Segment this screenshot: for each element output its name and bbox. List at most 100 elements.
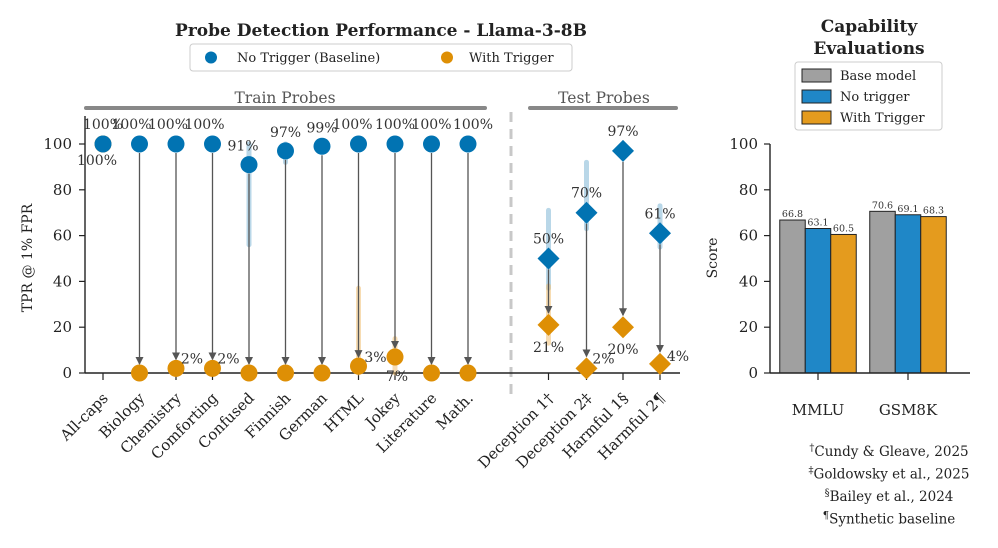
no-trigger-value-label: 97%	[270, 125, 301, 141]
with-trigger-point	[459, 364, 477, 382]
train-section-label: Train Probes	[234, 89, 335, 107]
with-trigger-point	[386, 348, 404, 366]
no-trigger-value-label: 100%	[148, 117, 188, 133]
legend-label-with-trigger-bar: With Trigger	[840, 111, 925, 126]
section-headers: Train Probes Test Probes	[84, 89, 678, 398]
no-trigger-point	[94, 135, 112, 153]
right-y-tick-label: 60	[739, 227, 758, 245]
with-trigger-point	[350, 357, 367, 375]
right-y-axis-label: Score	[705, 238, 721, 279]
with-trigger-point	[649, 352, 671, 375]
no-trigger-point	[459, 135, 477, 153]
legend-swatch-with-trigger	[801, 110, 832, 125]
with-trigger-point	[612, 316, 634, 339]
no-trigger-point	[240, 156, 258, 174]
right-bars: 66.8 63.1 60.5 70.6 69.1 68.3	[779, 200, 947, 374]
with-trigger-value-label: 7%	[386, 369, 408, 385]
footnote: ‡Goldowsky et al., 2025	[809, 466, 970, 483]
no-trigger-value-label: 100%	[411, 117, 451, 133]
right-y-tick-label: 100	[729, 135, 758, 153]
with-trigger-point	[423, 364, 440, 382]
right-y-tick-label: 40	[739, 272, 758, 290]
with-trigger-point	[313, 364, 331, 382]
capability-bar	[920, 216, 947, 374]
no-trigger-point	[612, 139, 634, 162]
right-chart-title-line-1: Capability	[821, 17, 919, 37]
capability-bar	[830, 233, 857, 374]
left-y-tick-label: 100	[43, 135, 72, 153]
right-y-tick-label: 20	[739, 318, 758, 336]
right-y-tick-label: 0	[748, 364, 758, 382]
left-y-tick-label: 40	[53, 272, 72, 290]
left-legend: No Trigger (Baseline) With Trigger	[189, 43, 573, 72]
no-trigger-value-label: 97%	[607, 124, 638, 140]
right-x-tick-label: MMLU	[792, 401, 845, 419]
legend-swatch-no-trigger	[801, 89, 832, 104]
left-x-tick-label: HTML	[320, 389, 367, 436]
with-trigger-point	[537, 313, 560, 336]
no-trigger-value-label: 100%	[375, 117, 415, 133]
no-trigger-point	[131, 135, 148, 153]
with-trigger-value-label: 100%	[77, 153, 117, 169]
no-trigger-point	[537, 247, 560, 270]
with-trigger-value-label: 21%	[533, 340, 564, 356]
with-trigger-point	[277, 364, 294, 382]
no-trigger-value-label: 61%	[644, 206, 675, 222]
bar-value-label: 69.1	[897, 204, 918, 215]
no-trigger-value-label: 100%	[111, 117, 151, 133]
no-trigger-point	[277, 142, 294, 160]
no-trigger-point	[423, 135, 440, 153]
with-trigger-point	[167, 359, 185, 377]
bar-value-label: 60.5	[833, 223, 854, 234]
no-trigger-value-label: 70%	[571, 186, 602, 202]
capability-bar	[894, 214, 922, 374]
legend-label-base-model: Base model	[840, 69, 916, 84]
no-trigger-point	[649, 222, 671, 245]
left-y-tick-label: 0	[62, 364, 72, 382]
right-legend: Base model No trigger With Trigger	[794, 61, 943, 131]
no-trigger-point	[313, 137, 331, 155]
no-trigger-point	[386, 135, 404, 153]
left-data-marks: 100%100%100%100%2%100%2%91%97% 99%100%3%1…	[77, 117, 689, 385]
bar-value-label: 63.1	[807, 218, 828, 229]
no-trigger-value-label: 100%	[453, 117, 493, 133]
with-trigger-value-label: 2%	[592, 351, 614, 367]
no-trigger-value-label: 50%	[533, 232, 564, 248]
legend-label-with-trigger: With Trigger	[469, 51, 554, 66]
left-chart-title: Probe Detection Performance - Llama-3-8B	[175, 21, 587, 41]
footnote: §Bailey et al., 2024	[825, 488, 954, 505]
bar-value-label: 68.3	[923, 206, 944, 217]
capability-bar	[779, 219, 806, 374]
with-trigger-value-label: 2%	[181, 351, 203, 367]
capability-panel: Capability Evaluations Base model No tri…	[705, 17, 970, 528]
with-trigger-point	[131, 364, 148, 382]
legend-label-no-trigger: No Trigger (Baseline)	[237, 51, 380, 66]
left-y-tick-label: 20	[53, 318, 72, 336]
no-trigger-point	[167, 135, 185, 153]
legend-marker-no-trigger	[205, 51, 217, 64]
bar-value-label: 66.8	[782, 209, 803, 220]
legend-marker-with-trigger	[441, 51, 453, 64]
left-y-tick-label: 80	[53, 181, 72, 199]
left-legend-box	[189, 43, 573, 72]
with-trigger-value-label: 4%	[667, 349, 689, 365]
bar-value-label: 70.6	[872, 200, 893, 211]
with-trigger-point	[204, 359, 221, 377]
with-trigger-value-label: 3%	[364, 350, 386, 366]
right-chart-title-line-2: Evaluations	[813, 39, 924, 59]
right-legend-box	[794, 61, 943, 131]
capability-bar	[869, 210, 896, 374]
right-x-tick-label: GSM8K	[879, 401, 938, 419]
with-trigger-value-label: 2%	[217, 351, 239, 367]
no-trigger-value-label: 100%	[184, 117, 224, 133]
left-x-tick-label: Math.	[432, 389, 476, 433]
test-section-label: Test Probes	[558, 89, 650, 107]
no-trigger-point	[575, 201, 598, 224]
probe-detection-panel: Probe Detection Performance - Llama-3-8B…	[20, 21, 689, 472]
with-trigger-point	[575, 357, 598, 380]
with-trigger-value-label: 20%	[607, 342, 638, 358]
capability-bar	[804, 228, 832, 374]
no-trigger-value-label: 99%	[306, 120, 337, 136]
legend-label-no-trigger-bar: No trigger	[840, 90, 910, 105]
